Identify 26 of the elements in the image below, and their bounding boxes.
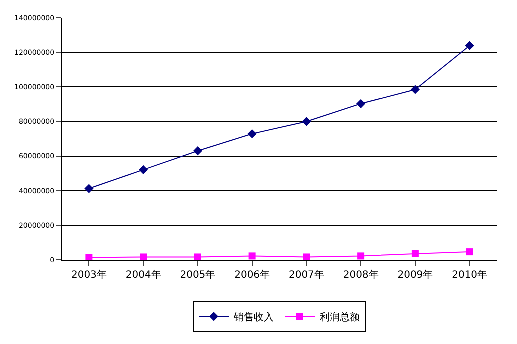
point xyxy=(302,117,312,126)
x-tick-label: 2009年 xyxy=(398,269,434,281)
x-tick-label: 2007年 xyxy=(288,269,324,281)
x-tick-label: 2004年 xyxy=(126,269,162,281)
legend-label: 利润总额 xyxy=(320,312,360,324)
point xyxy=(412,250,419,258)
point xyxy=(410,85,420,94)
x-tick-label: 2003年 xyxy=(71,269,107,281)
point xyxy=(193,146,202,156)
point xyxy=(465,41,474,50)
point xyxy=(466,248,474,256)
x-tick-label: 2006年 xyxy=(234,269,270,281)
legend-label: 销售收入 xyxy=(233,312,274,324)
point xyxy=(84,184,94,194)
x-tick-label: 2008年 xyxy=(343,269,379,281)
point xyxy=(248,252,256,260)
point xyxy=(86,254,93,260)
point xyxy=(139,165,148,174)
point xyxy=(248,129,257,139)
point xyxy=(194,254,202,260)
point xyxy=(140,254,148,260)
point xyxy=(303,254,310,260)
x-tick-label: 2005年 xyxy=(180,269,216,281)
point xyxy=(358,252,365,260)
x-tick-label: 2010年 xyxy=(452,269,488,281)
point xyxy=(356,99,366,108)
